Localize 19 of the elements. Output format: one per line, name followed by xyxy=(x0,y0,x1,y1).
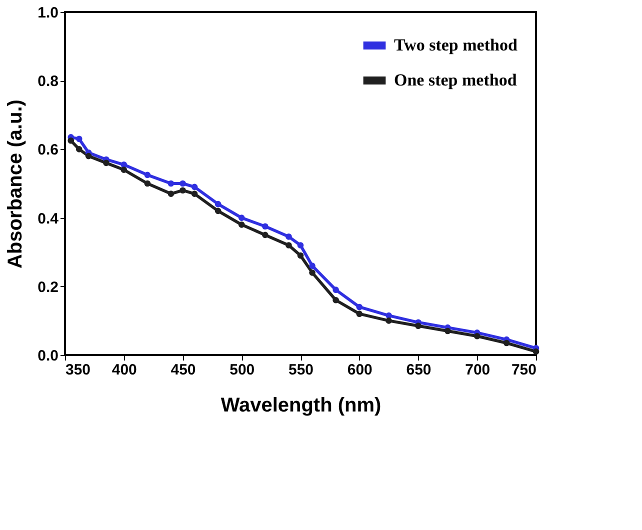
legend-label: Two step method xyxy=(394,36,518,54)
x-tick-label: 350 xyxy=(66,362,91,378)
x-tick-label: 500 xyxy=(230,362,255,378)
y-tick-label: 0.2 xyxy=(38,278,58,296)
y-tick-label: 0.0 xyxy=(38,348,58,364)
x-tick-label: 400 xyxy=(112,362,137,378)
x-tick-label: 450 xyxy=(170,362,196,378)
x-tick-label: 600 xyxy=(347,362,372,378)
y-tick-label: 0.6 xyxy=(38,142,58,159)
y-tick-label: 1.0 xyxy=(38,4,58,22)
x-tick-label: 650 xyxy=(406,362,432,378)
x-axis-title: Wavelength (nm) xyxy=(220,394,382,416)
legend-label: One step method xyxy=(394,70,518,90)
x-tick-label: 750 xyxy=(511,362,536,378)
y-axis-title: Absorbance (a.u.) xyxy=(4,100,27,268)
y-tick-label: 0.8 xyxy=(38,73,58,90)
x-tick-label: 550 xyxy=(288,362,314,378)
y-tick-label: 0.4 xyxy=(38,210,60,228)
x-tick-label: 700 xyxy=(465,362,490,378)
